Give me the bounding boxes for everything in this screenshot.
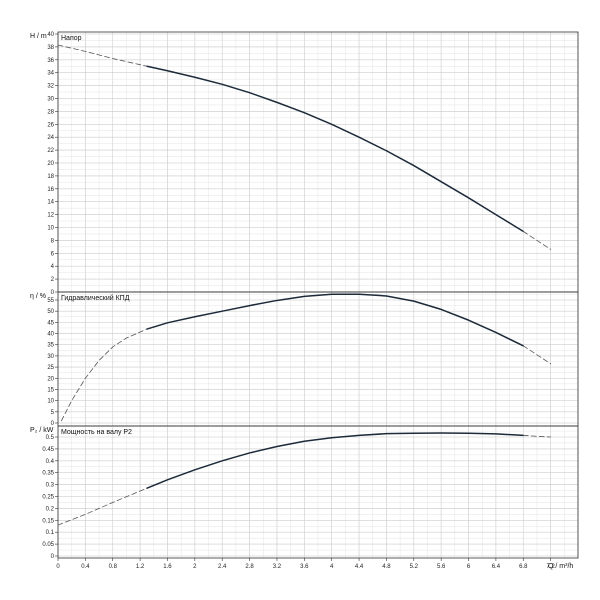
y-tick-label: 35 xyxy=(47,343,54,349)
curve-dashed-segment xyxy=(57,487,148,526)
y-tick-label: 22 xyxy=(47,148,54,154)
y-tick-label: 4 xyxy=(51,264,55,270)
y-tick-label: 0.05 xyxy=(42,542,54,548)
x-tick-label: 2.8 xyxy=(245,564,254,570)
curve-dashed-segment xyxy=(522,434,552,438)
y-tick-label: 5 xyxy=(51,410,55,416)
y-tick-label: 32 xyxy=(47,84,54,90)
x-tick-label: 4.8 xyxy=(382,564,391,570)
y-axis-label: P₂ / kW xyxy=(30,427,54,434)
x-tick-label: 7.2 xyxy=(546,564,555,570)
y-tick-label: 8 xyxy=(51,238,55,244)
y-tick-label: 30 xyxy=(47,354,54,360)
panel-frame xyxy=(57,425,579,559)
y-tick-label: 26 xyxy=(47,122,54,128)
x-tick-label: 5.6 xyxy=(437,564,446,570)
curve-dashed-segment xyxy=(57,44,148,67)
chart-panel-2: 0 0.05 0.1 0.15 0.2 0.25 0.3 0.35 0.4 0.45 0.5P₂ /… xyxy=(30,425,579,570)
x-tick-label: 6 xyxy=(467,564,471,570)
y-tick-label: 0.35 xyxy=(42,471,54,477)
x-tick-label: 0 xyxy=(56,564,60,570)
y-tick-label: 0.2 xyxy=(46,506,55,512)
y-tick-label: 0 xyxy=(51,290,55,296)
y-tick-label: 10 xyxy=(47,399,54,405)
y-tick-label: 24 xyxy=(47,135,54,141)
y-tick-label: 0.25 xyxy=(42,495,54,501)
y-tick-label: 6 xyxy=(51,251,55,257)
y-tick-label: 2 xyxy=(51,277,55,283)
y-tick-label: 0.1 xyxy=(46,530,55,536)
x-tick-label: 5.2 xyxy=(410,564,419,570)
y-tick-label: 34 xyxy=(47,71,54,77)
y-tick-label: 36 xyxy=(47,58,54,64)
panel-title: Мощность на валу P2 xyxy=(61,429,132,436)
x-tick-label: 6.4 xyxy=(492,564,501,570)
y-tick-label: 20 xyxy=(47,161,54,167)
y-tick-label: 0.45 xyxy=(42,447,54,453)
x-tick-label: 3.2 xyxy=(273,564,282,570)
y-tick-label: 0.3 xyxy=(46,483,55,489)
y-tick-label: 50 xyxy=(47,309,54,315)
y-tick-label: 45 xyxy=(47,320,54,326)
curve-dashed-segment xyxy=(522,230,552,250)
y-tick-label: 18 xyxy=(47,174,54,180)
x-tick-label: 2.4 xyxy=(218,564,227,570)
curve-operating-range xyxy=(146,293,525,347)
y-tick-label: 0 xyxy=(51,421,55,427)
y-tick-label: 14 xyxy=(47,200,54,206)
curve-dashed-segment xyxy=(61,328,148,422)
y-tick-label: 38 xyxy=(47,45,54,51)
y-tick-label: 25 xyxy=(47,365,54,371)
x-tick-label: 0.4 xyxy=(81,564,90,570)
x-tick-label: 4 xyxy=(330,564,334,570)
y-tick-label: 40 xyxy=(47,332,54,338)
y-tick-label: 40 xyxy=(47,32,54,38)
y-tick-label: 0 xyxy=(51,554,55,560)
y-tick-label: 20 xyxy=(47,376,54,382)
panel-title: Гидравлический КПД xyxy=(61,294,130,302)
chart-panel-1: 0 5 10 15 20 25 30 35 40 45 50 55η / % Гидравлически… xyxy=(30,291,579,427)
y-tick-label: 55 xyxy=(47,298,54,304)
y-tick-label: 10 xyxy=(47,226,54,232)
curve-operating-range xyxy=(146,432,525,489)
x-tick-label: 1.6 xyxy=(163,564,172,570)
panel-title: Напор xyxy=(61,35,82,42)
y-tick-label: 16 xyxy=(47,187,54,193)
curve-operating-range xyxy=(146,65,525,233)
x-tick-label: 4.4 xyxy=(355,564,364,570)
y-tick-label: 28 xyxy=(47,109,54,115)
y-tick-label: 15 xyxy=(47,387,54,393)
x-axis-label: Q / m³/h xyxy=(548,563,573,570)
y-tick-label: 12 xyxy=(47,213,54,219)
x-tick-label: 0.8 xyxy=(109,564,118,570)
y-tick-label: 0.5 xyxy=(46,435,55,441)
x-tick-label: 1.2 xyxy=(136,564,145,570)
y-tick-label: 30 xyxy=(47,97,54,103)
x-tick-label: 6.8 xyxy=(519,564,528,570)
y-tick-label: 0.15 xyxy=(42,518,54,524)
y-axis-label: η / % xyxy=(30,293,46,300)
y-tick-label: 0.4 xyxy=(46,459,55,465)
x-tick-label: 2 xyxy=(193,564,197,570)
y-axis-label: H / m xyxy=(30,33,47,40)
curve-dashed-segment xyxy=(522,345,552,365)
x-tick-label: 3.6 xyxy=(300,564,309,570)
